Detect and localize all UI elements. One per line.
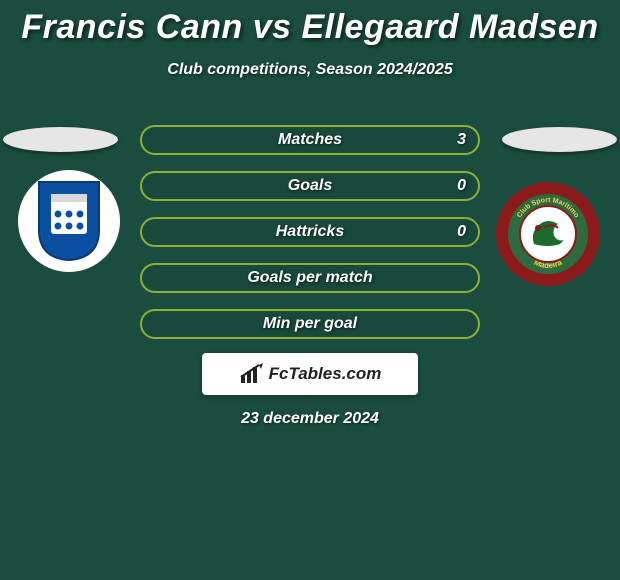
stat-label: Goals per match bbox=[247, 269, 372, 287]
club-badge-right: Club Sport Marítimo Madeira bbox=[494, 180, 602, 288]
stat-value: 0 bbox=[457, 177, 466, 195]
stat-row-goals-per-match: Goals per match bbox=[140, 263, 480, 293]
brand-label: FcTables.com bbox=[269, 364, 382, 384]
page-subtitle: Club competitions, Season 2024/2025 bbox=[0, 61, 620, 79]
stat-row-hattricks: Hattricks 0 bbox=[140, 217, 480, 247]
stat-value: 3 bbox=[457, 131, 466, 149]
stat-row-matches: Matches 3 bbox=[140, 125, 480, 155]
stat-row-min-per-goal: Min per goal bbox=[140, 309, 480, 339]
stat-label: Matches bbox=[278, 131, 342, 149]
stat-label: Hattricks bbox=[276, 223, 344, 241]
player-right-oval bbox=[502, 127, 617, 152]
bar-chart-icon bbox=[239, 363, 265, 385]
player-left-oval bbox=[3, 127, 118, 152]
stats-panel: Matches 3 Goals 0 Hattricks 0 Goals per … bbox=[140, 125, 480, 355]
brand-box: FcTables.com bbox=[202, 353, 418, 395]
date-label: 23 december 2024 bbox=[0, 410, 620, 428]
stat-label: Min per goal bbox=[263, 315, 357, 333]
shield-crest-icon bbox=[37, 180, 101, 262]
stat-row-goals: Goals 0 bbox=[140, 171, 480, 201]
page-title: Francis Cann vs Ellegaard Madsen bbox=[0, 0, 620, 47]
stat-label: Goals bbox=[288, 177, 332, 195]
stat-value: 0 bbox=[457, 223, 466, 241]
maritimo-crest-icon: Club Sport Marítimo Madeira bbox=[494, 180, 602, 288]
club-badge-left bbox=[18, 170, 120, 272]
